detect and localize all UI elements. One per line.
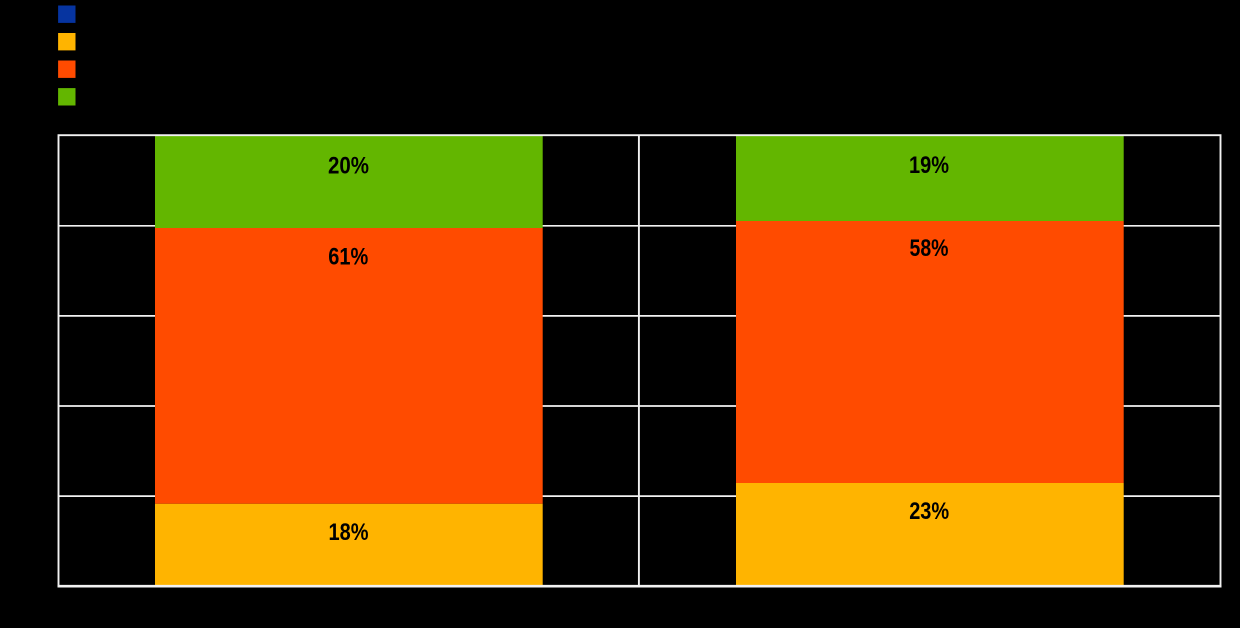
svg-text:58%: 58%: [910, 235, 949, 262]
svg-text:61%: 61%: [328, 244, 368, 271]
svg-text:18%: 18%: [329, 519, 369, 546]
svg-text:23%: 23%: [909, 498, 949, 525]
svg-text:19%: 19%: [909, 152, 949, 179]
svg-text:20%: 20%: [328, 153, 369, 180]
